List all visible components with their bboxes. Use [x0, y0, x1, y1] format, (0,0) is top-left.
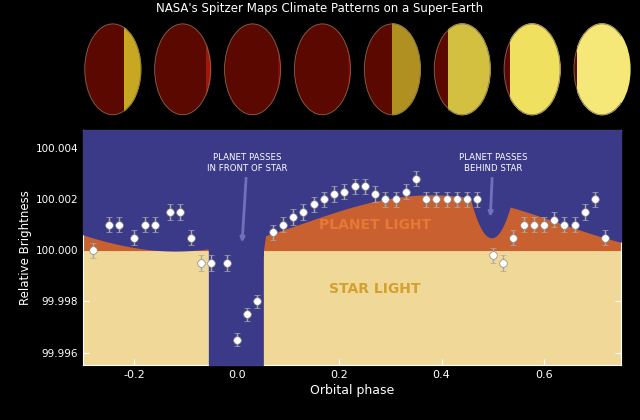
- Ellipse shape: [504, 24, 560, 115]
- Y-axis label: Relative Brightness: Relative Brightness: [19, 190, 31, 305]
- Ellipse shape: [225, 24, 280, 115]
- Text: PLANET PASSES
BEHIND STAR: PLANET PASSES BEHIND STAR: [458, 153, 527, 214]
- Bar: [278, 18, 307, 120]
- Ellipse shape: [574, 24, 630, 115]
- Text: STAR LIGHT: STAR LIGHT: [330, 282, 420, 296]
- Bar: [124, 18, 168, 120]
- Ellipse shape: [155, 24, 211, 115]
- Ellipse shape: [435, 24, 490, 115]
- Bar: [348, 18, 377, 120]
- Ellipse shape: [225, 24, 280, 115]
- Ellipse shape: [294, 24, 350, 115]
- Text: PLANET LIGHT: PLANET LIGHT: [319, 218, 431, 232]
- Ellipse shape: [294, 24, 350, 115]
- Ellipse shape: [85, 24, 141, 115]
- Text: PLANET PASSES
IN FRONT OF STAR: PLANET PASSES IN FRONT OF STAR: [207, 153, 287, 239]
- Ellipse shape: [435, 24, 490, 115]
- Ellipse shape: [574, 24, 630, 115]
- Text: NASA's Spitzer Maps Climate Patterns on a Super-Earth: NASA's Spitzer Maps Climate Patterns on …: [156, 2, 484, 15]
- Bar: [206, 18, 237, 120]
- Ellipse shape: [504, 24, 560, 115]
- Ellipse shape: [85, 24, 141, 115]
- Bar: [392, 18, 447, 120]
- Ellipse shape: [155, 24, 211, 115]
- Ellipse shape: [364, 24, 420, 115]
- Bar: [577, 18, 640, 120]
- Bar: [448, 18, 517, 120]
- Ellipse shape: [364, 24, 420, 115]
- X-axis label: Orbital phase: Orbital phase: [310, 384, 394, 397]
- Bar: [509, 18, 587, 120]
